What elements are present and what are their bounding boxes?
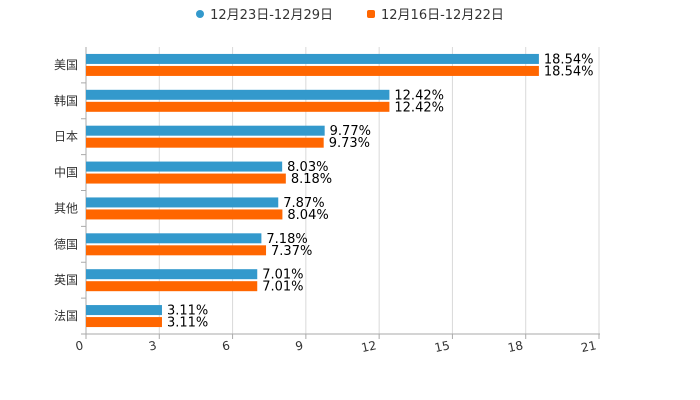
bar [86, 101, 390, 112]
legend-item-series-b[interactable]: 12月16日-12月22日 [367, 4, 504, 23]
bar [86, 209, 283, 220]
bar [86, 125, 325, 136]
bar [86, 53, 539, 64]
category-label: 英国 [54, 273, 78, 287]
category-label: 日本 [54, 130, 78, 144]
x-tick-label: 9 [294, 338, 304, 353]
bar [86, 317, 162, 328]
data-label: 9.73% [329, 136, 370, 151]
category-label: 韩国 [54, 93, 78, 108]
data-label: 7.87% [283, 196, 324, 211]
data-label: 7.01% [262, 280, 303, 295]
bar [86, 137, 324, 148]
bar [86, 233, 262, 244]
category-label: 德国 [54, 236, 78, 251]
x-tick-label: 12 [360, 338, 378, 355]
bar [86, 161, 283, 172]
data-label: 9.77% [330, 124, 371, 139]
data-label: 18.54% [544, 64, 594, 79]
legend-item-series-a[interactable]: 12月23日-12月29日 [196, 4, 333, 23]
data-label: 7.01% [262, 268, 303, 283]
legend-label-series-a: 12月23日-12月29日 [210, 8, 333, 23]
data-label: 7.37% [271, 244, 312, 259]
x-tick-label: 18 [506, 338, 524, 355]
bar [86, 173, 286, 184]
x-tick-label: 15 [433, 338, 451, 355]
data-label: 3.11% [167, 304, 208, 319]
x-tick-label: 0 [74, 338, 84, 353]
bar [86, 305, 162, 316]
data-label: 12.42% [394, 100, 444, 115]
bar [86, 197, 279, 208]
data-label: 8.03% [287, 160, 328, 175]
data-label: 3.11% [167, 316, 208, 331]
data-label: 8.04% [287, 208, 328, 223]
data-label: 12.42% [394, 88, 444, 103]
legend-label-series-b: 12月16日-12月22日 [381, 8, 504, 23]
chart-legend: 12月23日-12月29日 12月16日-12月22日 [0, 4, 700, 23]
bar [86, 269, 258, 280]
circle-marker-icon [196, 9, 205, 18]
bar [86, 245, 267, 256]
data-label: 7.18% [266, 232, 307, 247]
bar [86, 65, 539, 76]
square-marker-icon [367, 9, 375, 18]
data-label: 18.54% [544, 52, 594, 67]
data-label: 8.18% [291, 172, 332, 187]
x-tick-label: 6 [221, 338, 231, 353]
bar [86, 89, 390, 100]
bar [86, 281, 258, 292]
category-label: 法国 [54, 309, 78, 323]
x-tick-label: 21 [580, 338, 598, 355]
category-label: 美国 [54, 58, 78, 72]
x-tick-label: 3 [148, 338, 158, 353]
category-label: 其他 [54, 201, 78, 215]
category-label: 中国 [54, 165, 78, 180]
